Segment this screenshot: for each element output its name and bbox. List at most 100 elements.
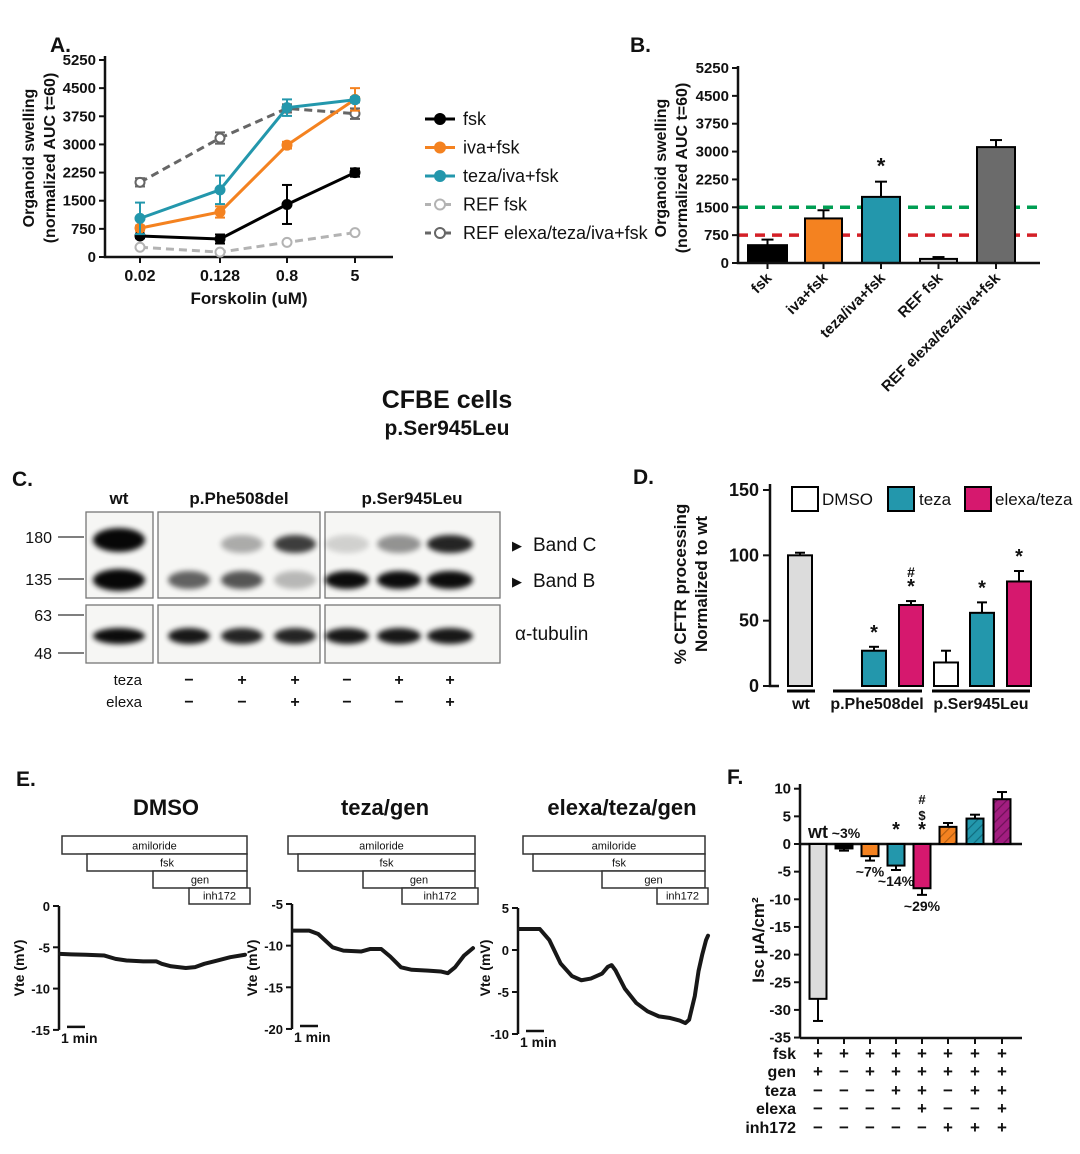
a-data-marker (214, 184, 226, 196)
panel-f-label: F. (727, 766, 744, 789)
a-legend-label: fsk (463, 109, 487, 129)
d-significance-symbol: # (907, 564, 915, 580)
f-matrix-value: + (917, 1044, 927, 1063)
e-scalebar-label: 1 min (520, 1034, 557, 1050)
a-xtick-label: 5 (351, 268, 360, 285)
f-bar (992, 798, 1012, 845)
f-matrix-row-label: gen (768, 1064, 796, 1081)
c-group-label: p.Phe508del (189, 489, 288, 508)
f-matrix-value: − (970, 1099, 980, 1118)
e-drug-bar-label: inh172 (666, 891, 699, 903)
d-legend-label: elexa/teza (995, 490, 1073, 509)
e-ytick-label: 0 (43, 899, 50, 914)
c-band-b (325, 571, 369, 589)
f-matrix-value: − (865, 1118, 875, 1137)
d-bar (933, 661, 959, 687)
f-bar-below-label: ~29% (904, 898, 941, 914)
panel-f-bar-chart: 10 5 0 -5 -10 -15 -20 -25 -30 -35 Isc µA/cm² wt ~3% ~… (745, 781, 1022, 1137)
a-legend-marker (434, 170, 446, 182)
e-drug-bar-label: gen (644, 875, 662, 887)
d-group-label: wt (791, 696, 810, 713)
f-bar (834, 843, 854, 850)
c-tubulin-band (427, 628, 473, 644)
e-ylabel: Vte (mV) (11, 940, 27, 997)
b-category-label: fsk (748, 269, 776, 297)
a-series-line (139, 106, 356, 184)
e-ytick-label: -15 (31, 1023, 50, 1038)
e-ytick-label: -10 (490, 1027, 509, 1042)
d-axes (768, 484, 779, 688)
f-significance-symbol: * (918, 819, 926, 841)
a-data-marker (349, 227, 361, 239)
e-drug-bar-label: inh172 (203, 891, 236, 903)
f-bar (886, 843, 906, 867)
c-condition-row-label: teza (114, 672, 143, 689)
d-bar (969, 611, 995, 687)
c-band-b (274, 571, 316, 589)
e-drug-bar-label: inh172 (423, 891, 456, 903)
b-category-label: REF elexa/teza/iva+fsk (878, 269, 1004, 395)
c-condition-value: − (394, 694, 403, 711)
c-tubulin-band (93, 628, 145, 644)
d-bar (787, 554, 813, 688)
panel-e-label: E. (16, 768, 36, 791)
f-matrix-value: + (891, 1081, 901, 1100)
b-ytick-label: 0 (721, 255, 729, 272)
e-drug-bar-label: gen (191, 875, 209, 887)
a-data-marker (214, 132, 226, 144)
f-matrix-value: − (839, 1081, 849, 1100)
f-ytick-label: 0 (783, 836, 791, 853)
c-band-c-label: Band C (533, 535, 596, 556)
e-ytick-label: 0 (502, 943, 509, 958)
c-band-c-arrow-icon: ▶ (512, 538, 522, 553)
f-matrix-value: − (813, 1118, 823, 1137)
e-ylabel: Vte (mV) (477, 940, 493, 997)
a-data-marker (134, 241, 146, 253)
b-bar (804, 217, 843, 265)
f-ytick-label: -35 (769, 1030, 791, 1047)
f-matrix-value: − (813, 1099, 823, 1118)
f-matrix-value: + (997, 1062, 1007, 1081)
e-ytick-label: 5 (502, 901, 509, 916)
d-significance-symbol: * (870, 622, 878, 644)
d-legend-swatch (887, 486, 915, 512)
c-condition-value: + (445, 694, 454, 711)
f-ytick-label: -5 (778, 864, 791, 881)
a-series-line (139, 98, 356, 220)
c-condition-value: + (445, 672, 454, 689)
e-ytick-label: -5 (38, 940, 50, 955)
f-matrix-value: − (865, 1081, 875, 1100)
c-tubulin-band (377, 628, 421, 644)
f-ytick-label: 10 (774, 781, 791, 798)
a-data-marker (134, 176, 146, 188)
a-data-marker (281, 139, 293, 151)
a-legend-label: teza/iva+fsk (463, 166, 560, 186)
f-significance-symbol: * (892, 819, 900, 841)
a-data-marker (281, 102, 293, 114)
a-data-marker (214, 206, 226, 218)
f-significance-symbol: # (918, 792, 926, 807)
f-matrix-value: + (943, 1044, 953, 1063)
figure-title-line1: CFBE cells (381, 386, 513, 414)
a-ytick-label: 3000 (63, 136, 96, 153)
d-ylabel-line1: % CFTR processing (671, 504, 690, 665)
c-mw-marker-label: 48 (34, 646, 52, 663)
f-matrix-value: + (917, 1062, 927, 1081)
d-ytick-label: 50 (739, 611, 759, 631)
f-bar (808, 843, 828, 1000)
f-ytick-label: -30 (769, 1002, 791, 1019)
f-bar (860, 843, 880, 858)
b-ytick-label: 3750 (696, 116, 729, 133)
f-matrix-value: − (917, 1118, 927, 1137)
d-legend-swatch (964, 486, 992, 512)
b-ytick-label: 3000 (696, 144, 729, 161)
f-matrix-row-label: fsk (773, 1046, 796, 1063)
c-condition-value: + (290, 672, 299, 689)
a-data-marker (214, 233, 226, 245)
d-legend-swatch (791, 486, 819, 512)
c-band-b (93, 569, 145, 591)
c-band-c (93, 528, 145, 552)
f-matrix-value: − (943, 1099, 953, 1118)
